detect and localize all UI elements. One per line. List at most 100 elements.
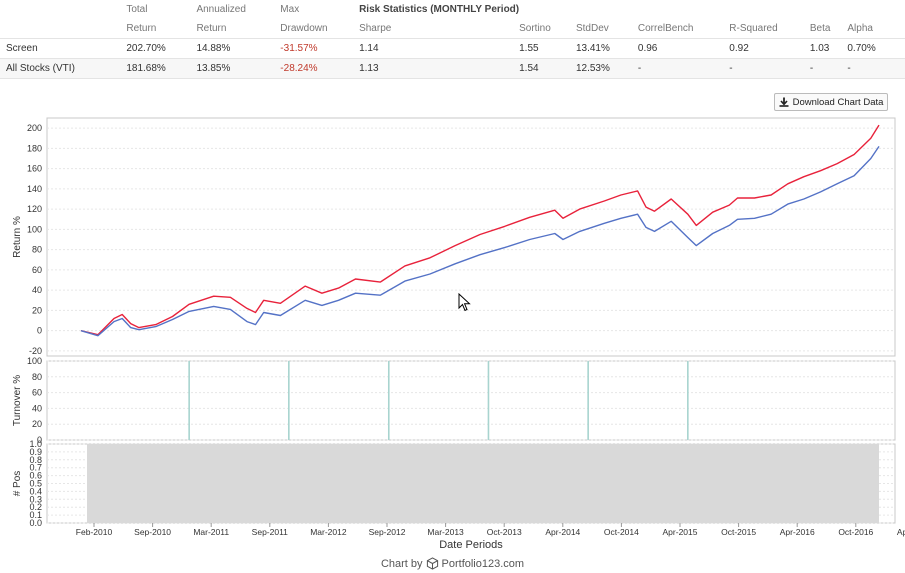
stats-cell: Total xyxy=(126,4,148,15)
x-tick-label: Oct-2013 xyxy=(487,527,522,537)
x-tick-label: Mar-2013 xyxy=(427,527,464,537)
y-tick-label: 0.2 xyxy=(29,502,42,512)
x-tick-label: Feb-2010 xyxy=(76,527,113,537)
stats-row-screen: Screen 202.70% 14.88% -31.57% 1.14 1.55 13.41%… xyxy=(0,38,905,59)
stats-cell: 0.92 xyxy=(729,38,810,59)
turnover-bar xyxy=(387,361,390,440)
y-axis-label: Return % xyxy=(12,216,23,258)
y-tick-label: 60 xyxy=(32,265,42,275)
turnover-bar xyxy=(188,361,190,440)
y-axis-label: Turnover % xyxy=(12,375,23,426)
return-line-chart: -20 0 20 40 60 80 100 120 140 160 180 200 Return % xyxy=(12,117,896,357)
cube-icon xyxy=(426,557,438,570)
x-tick-label: Oct-2016 xyxy=(838,527,873,537)
stats-cell: -31.57% xyxy=(280,38,360,59)
stats-cell: Return xyxy=(126,23,157,34)
stats-cell: 0.96 xyxy=(637,38,730,59)
stats-cell: 181.68% xyxy=(126,58,197,79)
x-tick-label: Sep-2010 xyxy=(134,527,171,537)
stats-cell: StdDev xyxy=(575,23,609,34)
stats-cell: 1.13 xyxy=(359,58,520,79)
x-tick-label: Oct-2014 xyxy=(604,527,639,537)
y-tick-label: 40 xyxy=(32,285,42,295)
y-tick-label: 0 xyxy=(37,326,42,336)
stats-cell: - xyxy=(729,58,810,79)
stats-cell: Sortino xyxy=(519,23,551,34)
stats-header-row-2: Return Return Drawdown Sharpe Sortino StdDev C… xyxy=(0,19,905,39)
stats-cell: Annualized xyxy=(196,4,246,15)
y-tick-label: 0.0 xyxy=(29,518,42,528)
stats-cell: R-Squared xyxy=(729,23,778,34)
risk-statistics-table: Total Annualized Max Risk Statistics (MONTH… xyxy=(0,0,905,79)
y-tick-label: 0.7 xyxy=(29,463,42,473)
stats-cell: -28.24% xyxy=(280,58,360,79)
y-axis-label: # Pos xyxy=(12,471,23,497)
y-tick-label: 0.6 xyxy=(29,471,42,481)
x-tick-label: Oct-2015 xyxy=(721,527,756,537)
stats-cell: Beta xyxy=(809,23,831,34)
y-tick-label: 0 xyxy=(37,435,42,445)
positions-area-chart: 0.00.10.20.30.40.50.60.70.80.91.0 # Pos xyxy=(12,439,896,528)
credit-brand[interactable]: Portfolio123.com xyxy=(441,557,525,570)
y-tick-label: 80 xyxy=(32,245,42,255)
download-button-label: Download Chart Data xyxy=(792,96,884,108)
download-chart-data-button[interactable]: Download Chart Data xyxy=(774,93,888,111)
mouse-cursor-icon xyxy=(458,293,471,312)
stats-cell: 0.70% xyxy=(847,38,905,59)
stats-cell: 202.70% xyxy=(126,38,197,59)
y-tick-label: 60 xyxy=(32,388,42,398)
stats-cell: - xyxy=(637,58,730,79)
y-tick-label: 0.1 xyxy=(29,510,42,520)
stats-cell: 13.85% xyxy=(196,58,281,79)
plot-frame xyxy=(46,117,896,357)
x-tick-label: Mar-2012 xyxy=(310,527,347,537)
turnover-bar xyxy=(487,361,490,440)
x-tick-label: Sep-2011 xyxy=(252,527,289,537)
stats-cell: Risk Statistics (MONTHLY Period) xyxy=(359,4,520,15)
stats-cell: 12.53% xyxy=(575,58,638,79)
x-axis-label: Date Periods xyxy=(439,539,503,551)
stats-cell: Alpha xyxy=(847,23,873,34)
stats-cell: 14.88% xyxy=(196,38,281,59)
y-tick-label: 40 xyxy=(32,403,42,413)
stats-cell: - xyxy=(847,58,905,79)
x-tick-label: Mar-2011 xyxy=(193,527,229,537)
y-tick-label: 80 xyxy=(32,372,42,382)
stats-cell: Sharpe xyxy=(359,23,392,34)
stats-cell: 1.14 xyxy=(359,38,520,59)
y-tick-label: 140 xyxy=(27,184,42,194)
stats-row-all-stocks: All Stocks (VTI) 181.68% 13.85% -28.24% 1.13… xyxy=(0,58,905,79)
stats-cell: 13.41% xyxy=(575,38,638,59)
x-tick-label: Apr-2014 xyxy=(545,527,580,537)
stats-cell: Screen xyxy=(0,38,127,59)
series-line-all-stocks-vti- xyxy=(80,146,880,337)
x-tick-label: Apr-2016 xyxy=(780,527,815,537)
stats-cell: - xyxy=(809,58,848,79)
y-tick-label: 1.0 xyxy=(29,439,42,449)
turnover-bar-chart: 0 20 40 60 80 100 Turnover % xyxy=(12,356,896,445)
y-tick-label: 0.9 xyxy=(29,447,42,457)
stats-cell: 1.54 xyxy=(519,58,576,79)
y-tick-label: 100 xyxy=(27,224,42,234)
stats-cell: Return xyxy=(196,23,227,34)
x-tick-label: Apr-2017 xyxy=(897,527,905,537)
y-tick-label: 20 xyxy=(32,305,42,315)
chart-credit: Chart by Portfolio123.com xyxy=(0,557,905,570)
y-tick-label: 100 xyxy=(27,356,42,366)
stats-cell: CorrelBench xyxy=(637,23,694,34)
stats-cell: 1.03 xyxy=(809,38,848,59)
y-tick-label: 0.5 xyxy=(29,479,42,489)
x-tick-label: Sep-2012 xyxy=(369,527,406,537)
y-tick-label: 0.3 xyxy=(29,494,42,504)
x-tick-label: Apr-2015 xyxy=(663,527,698,537)
stats-cell: Drawdown xyxy=(280,23,328,34)
stats-header-row-1: Total Annualized Max Risk Statistics (MONTH… xyxy=(0,0,905,19)
y-tick-label: 0.4 xyxy=(29,486,42,496)
y-tick-label: 20 xyxy=(32,419,42,429)
plot-frame xyxy=(46,360,896,441)
turnover-bar xyxy=(587,361,589,440)
series-line-screen xyxy=(80,124,880,336)
turnover-bar xyxy=(687,361,689,440)
credit-prefix: Chart by xyxy=(380,557,423,570)
